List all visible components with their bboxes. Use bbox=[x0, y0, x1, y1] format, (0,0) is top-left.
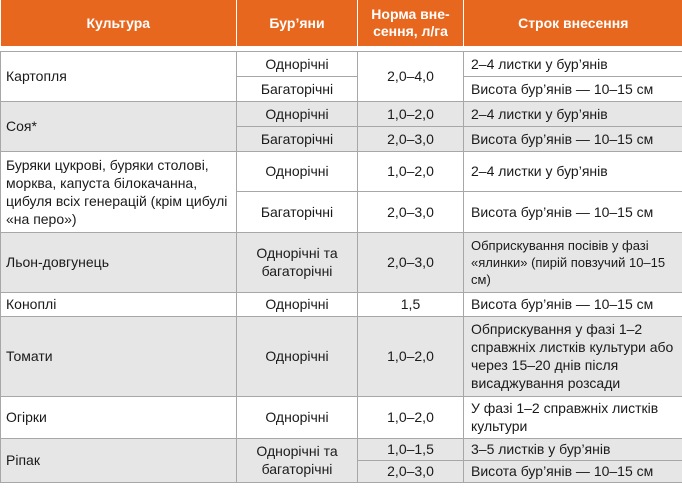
rate-cell: 1,0–1,5 bbox=[357, 437, 464, 461]
weeds-cell: Однорічні bbox=[236, 50, 358, 77]
timing-cell: Висота бур’янів — 10–15 см bbox=[463, 75, 682, 102]
timing-cell: Обприскування посівів у фазі «ялинки» (п… bbox=[463, 231, 682, 293]
weeds-cell: Однорічні bbox=[236, 315, 358, 397]
header-weeds: Бур’яни bbox=[236, 0, 358, 46]
crop-cell: Огірки bbox=[0, 395, 237, 439]
timing-cell: 3–5 листків у бур’янів bbox=[463, 437, 682, 461]
timing-cell: Висота бур’янів — 10–15 см bbox=[463, 459, 682, 483]
weeds-cell: Багаторічні bbox=[236, 125, 358, 152]
timing-cell: Висота бур’янів — 10–15 см bbox=[463, 291, 682, 317]
table-row: Томати Однорічні 1,0–2,0 Обприскування у… bbox=[0, 315, 682, 397]
crop-cell: Буряки цукрові, буряки столові, морква, … bbox=[0, 150, 237, 233]
timing-cell: У фазі 1–2 справжніх листків культури bbox=[463, 395, 682, 439]
table-row: Коноплі Однорічні 1,5 Висота бур’янів — … bbox=[0, 291, 682, 317]
header-rate: Норма вне-сення, л/га bbox=[357, 0, 464, 46]
rate-cell: 1,0–2,0 bbox=[357, 150, 464, 192]
crop-cell: Соя* bbox=[0, 100, 237, 152]
table-row: Буряки цукрові, буряки столові, морква, … bbox=[0, 150, 682, 233]
rate-cell: 1,0–2,0 bbox=[357, 395, 464, 439]
rate-cell: 2,0–3,0 bbox=[357, 231, 464, 293]
table-row: Багаторічні Висота бур’янів — 10–15 см bbox=[1, 75, 682, 102]
rate-cell: 2,0–3,0 bbox=[357, 459, 464, 483]
weeds-cell: Однорічні та багаторічні bbox=[236, 437, 358, 483]
crop-cell: Льон-довгунець bbox=[0, 231, 237, 293]
rate-cell: 1,0–2,0 bbox=[357, 100, 464, 127]
table-row: 2,0–3,0 Висота бур’янів — 10–15 см bbox=[1, 459, 682, 483]
weeds-cell: Однорічні bbox=[236, 100, 358, 127]
header-row: Культура Бур’яни Норма вне-сення, л/га С… bbox=[0, 0, 682, 46]
table-row: Огірки Однорічні 1,0–2,0 У фазі 1–2 спра… bbox=[0, 395, 682, 439]
weeds-cell: Однорічні bbox=[236, 291, 358, 317]
weeds-cell: Однорічні та багаторічні bbox=[236, 231, 358, 293]
weeds-cell: Багаторічні bbox=[236, 75, 358, 102]
rate-cell: 2,0–4,0 bbox=[357, 50, 464, 102]
weeds-cell: Багаторічні bbox=[236, 190, 358, 233]
timing-cell: 2–4 листки у бур’янів bbox=[463, 150, 682, 192]
timing-cell: 2–4 листки у бур’янів bbox=[463, 50, 682, 77]
herbicide-table: Культура Бур’яни Норма вне-сення, л/га С… bbox=[0, 0, 682, 483]
timing-cell: Висота бур’янів — 10–15 см bbox=[463, 190, 682, 233]
header-crop: Культура bbox=[0, 0, 237, 46]
rate-cell: 2,0–3,0 bbox=[357, 190, 464, 233]
weeds-cell: Однорічні bbox=[236, 395, 358, 439]
table-row: Соя* Однорічні 1,0–2,0 2–4 листки у бур’… bbox=[0, 100, 682, 152]
timing-cell: Висота бур’янів — 10–15 см bbox=[463, 125, 682, 152]
crop-cell: Томати bbox=[0, 315, 237, 397]
rate-cell: 1,5 bbox=[357, 291, 464, 317]
rate-cell: 2,0–3,0 bbox=[357, 125, 464, 152]
rate-cell: 1,0–2,0 bbox=[357, 315, 464, 397]
table-row: Льон-довгунець Однорічні та багаторічні … bbox=[0, 231, 682, 293]
timing-cell: 2–4 листки у бур’янів bbox=[463, 100, 682, 127]
crop-cell: Ріпак bbox=[0, 437, 237, 483]
header-timing: Строк внесення bbox=[463, 0, 682, 46]
weeds-cell: Однорічні bbox=[236, 150, 358, 192]
crop-cell: Коноплі bbox=[0, 291, 237, 317]
table-row: Багаторічні 2,0–3,0 Висота бур’янів — 10… bbox=[1, 125, 682, 152]
table-row: Багаторічні 2,0–3,0 Висота бур’янів — 10… bbox=[1, 190, 682, 233]
crop-cell: Картопля bbox=[0, 50, 237, 102]
timing-cell: Обприскування у фазі 1–2 справжніх листк… bbox=[463, 315, 682, 397]
table-row: Картопля Однорічні 2,0–4,0 2–4 листки у … bbox=[0, 50, 682, 102]
table-row: Ріпак Однорічні та багаторічні 1,0–1,5 3… bbox=[0, 437, 682, 483]
